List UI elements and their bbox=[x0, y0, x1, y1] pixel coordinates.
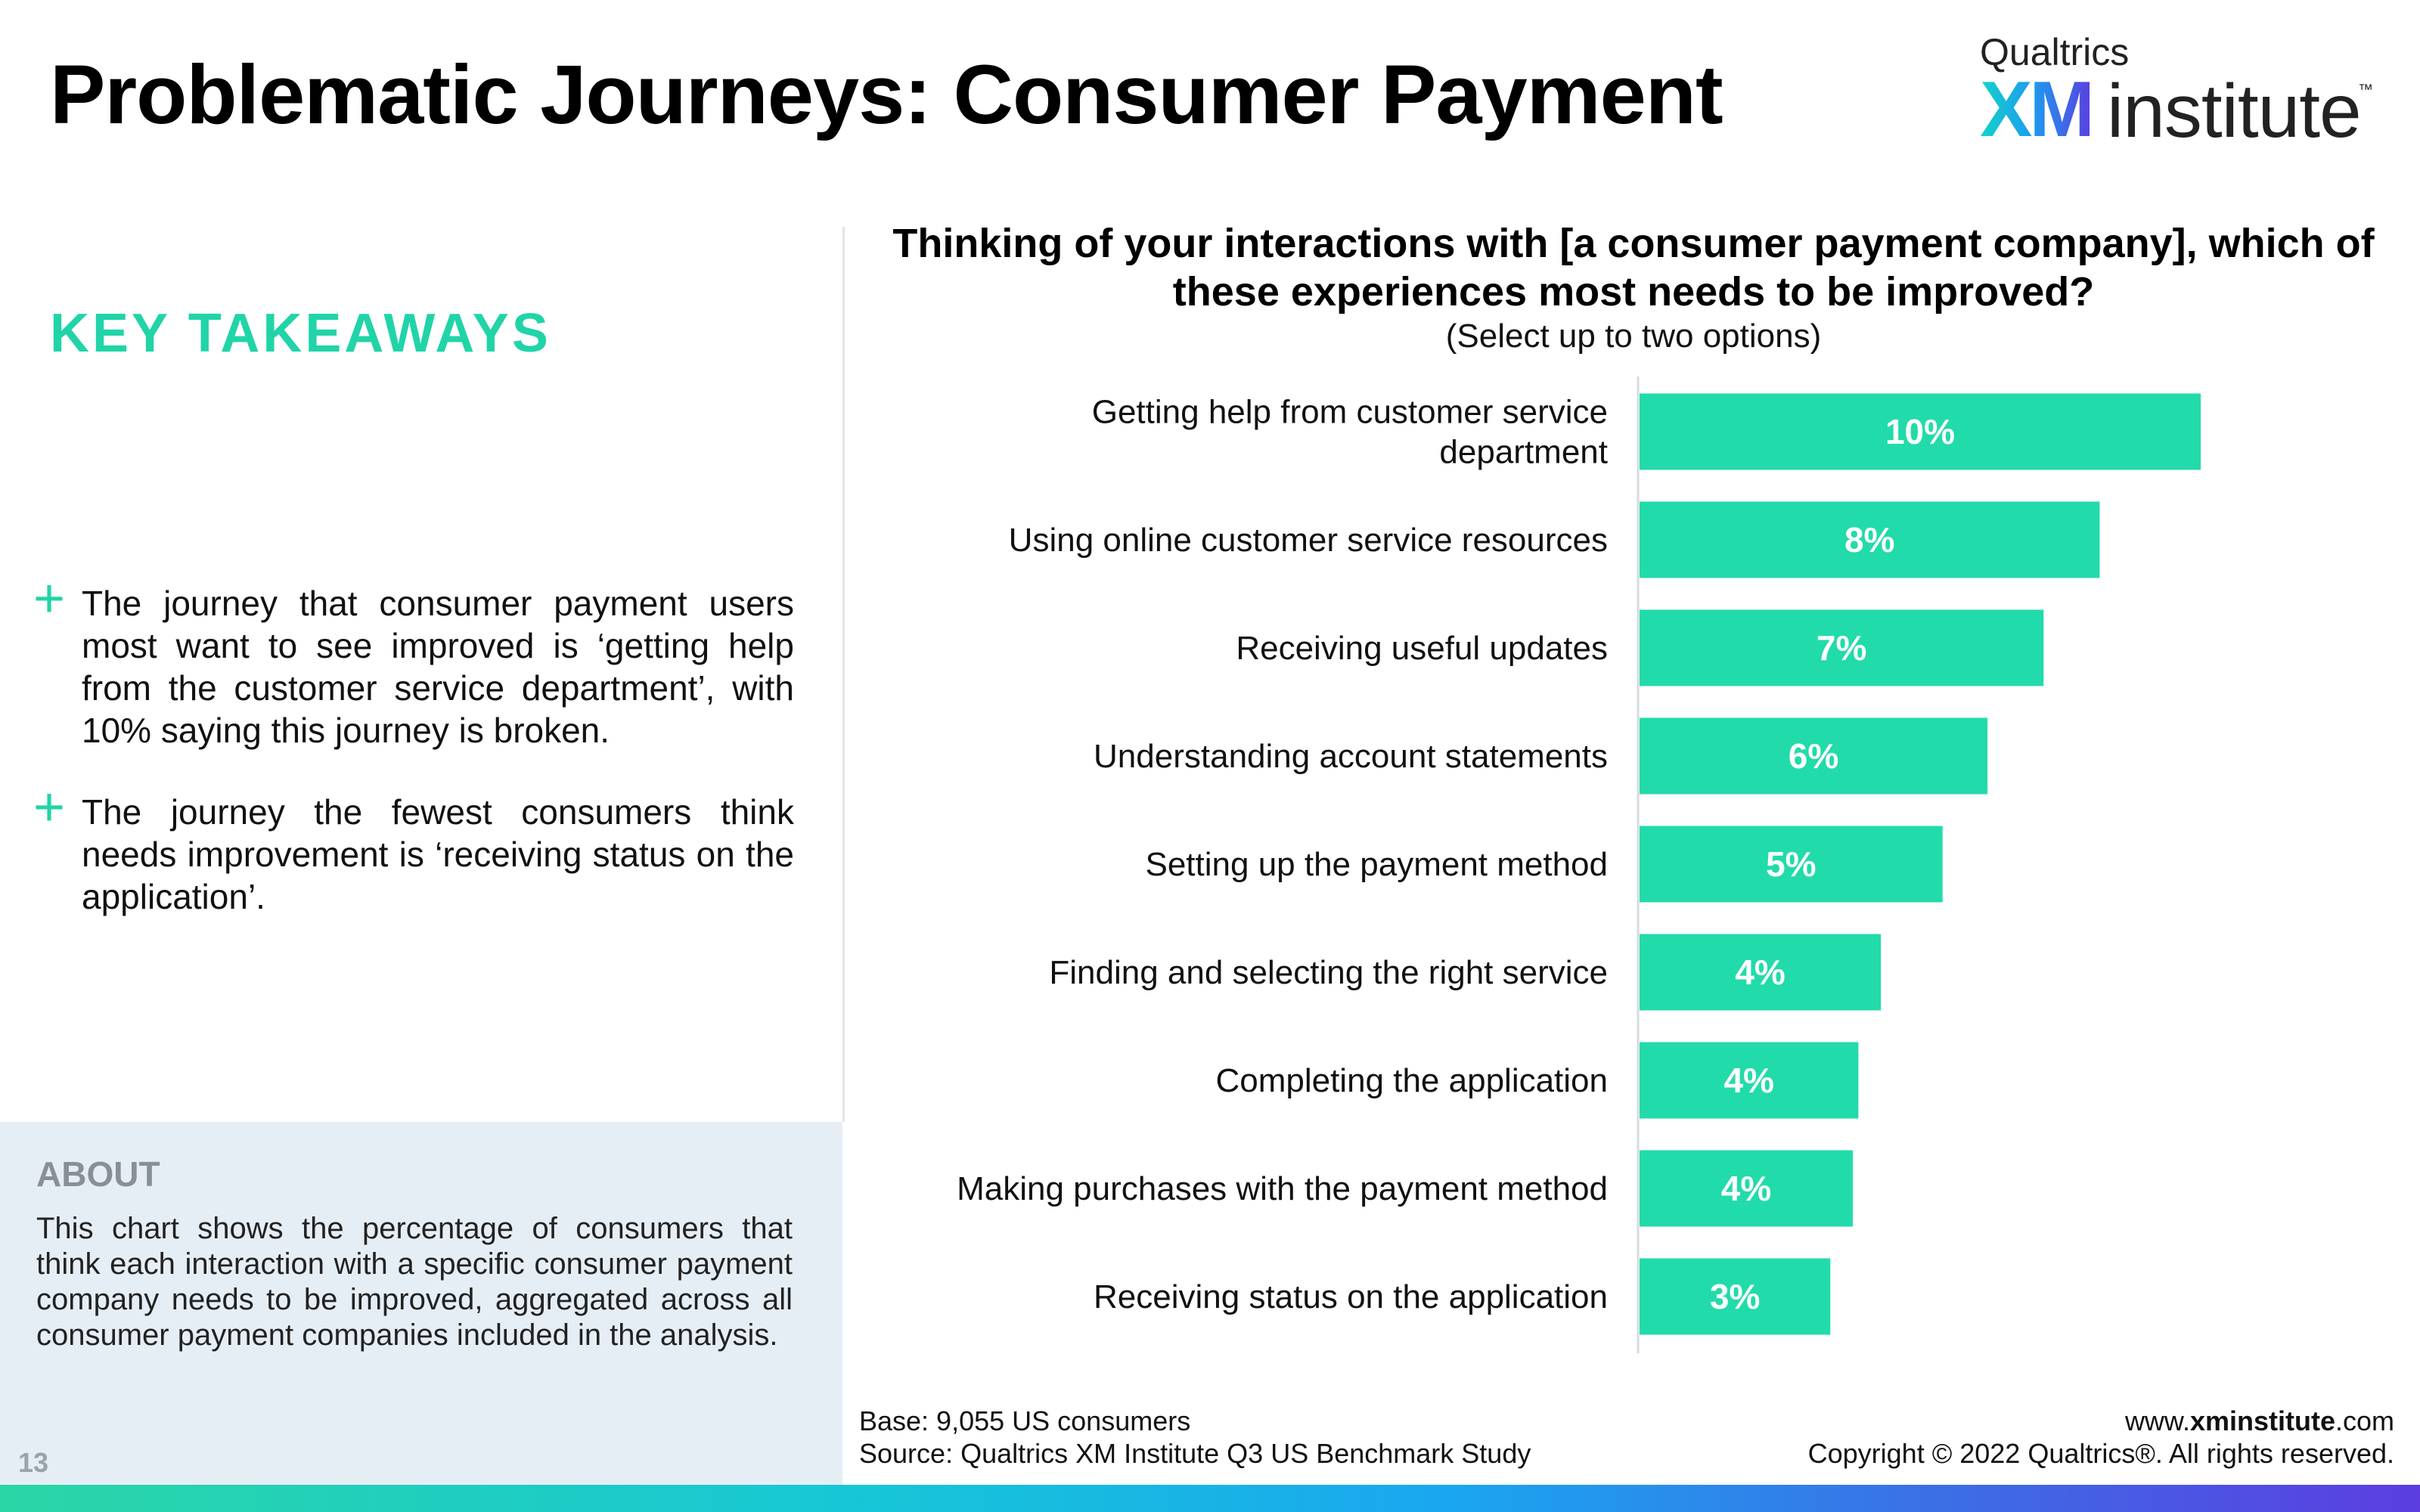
plus-icon: + bbox=[33, 777, 66, 838]
page-title: Problematic Journeys: Consumer Payment bbox=[50, 48, 1723, 141]
data-label: 4% bbox=[1723, 1061, 1773, 1100]
bar-chart: 10% Getting help from customer service dep… bbox=[957, 376, 2201, 1353]
takeaway-item: + The journey the fewest consumers think… bbox=[33, 780, 794, 918]
bar bbox=[1640, 393, 2201, 470]
about-heading: ABOUT bbox=[36, 1154, 160, 1194]
page-number: 13 bbox=[18, 1447, 49, 1478]
takeaway-text: The journey that consumer payment users … bbox=[82, 584, 794, 750]
bar bbox=[1640, 717, 1988, 795]
bar bbox=[1640, 1258, 1831, 1335]
bar bbox=[1640, 934, 1882, 1011]
base-note: Base: 9,055 US consumers Source: Qualtri… bbox=[859, 1405, 1531, 1470]
logo-mark: XM bbox=[1980, 66, 2095, 153]
data-label: 6% bbox=[1789, 736, 1838, 776]
takeaway-text: The journey the fewest consumers think n… bbox=[82, 792, 794, 916]
data-label: 7% bbox=[1817, 628, 1866, 668]
copyright-text: Copyright © 2022 Qualtrics®. All rights … bbox=[1807, 1438, 2394, 1469]
base-text: Base: 9,055 US consumers bbox=[859, 1405, 1191, 1436]
chart-title: Thinking of your interactions with [a co… bbox=[892, 221, 2375, 314]
category-label: Finding and selecting the right service bbox=[1049, 954, 1608, 991]
category-label: Setting up the payment method bbox=[1145, 846, 1608, 883]
data-label: 8% bbox=[1844, 520, 1894, 559]
logo-brand: Qualtrics bbox=[1980, 31, 2130, 73]
logo-word: institute bbox=[2107, 69, 2362, 153]
footer-gradient-bar bbox=[0, 1485, 2420, 1512]
category-label: Understanding account statements bbox=[1094, 738, 1608, 775]
category-label: Completing the application bbox=[1215, 1062, 1608, 1099]
about-panel: ABOUT This chart shows the percentage of… bbox=[0, 1122, 842, 1485]
footer-right: www.xminstitute.com Copyright © 2022 Qua… bbox=[1808, 1405, 2394, 1470]
website-link[interactable]: www.xminstitute.com bbox=[2124, 1405, 2394, 1436]
logo-trademark: ™ bbox=[2358, 82, 2373, 98]
about-text: This chart shows the percentage of consu… bbox=[36, 1212, 793, 1352]
data-label: 3% bbox=[1710, 1277, 1760, 1316]
bar bbox=[1640, 609, 2044, 686]
category-label: Making purchases with the payment method bbox=[957, 1170, 1608, 1207]
vertical-divider bbox=[842, 227, 845, 1122]
bar bbox=[1640, 501, 2100, 578]
xm-institute-logo: Qualtrics XM institute ™ bbox=[1980, 30, 2373, 153]
data-label: 5% bbox=[1766, 844, 1816, 884]
category-label: Getting help from customer service depart… bbox=[1092, 394, 1608, 471]
source-text: Source: Qualtrics XM Institute Q3 US Ben… bbox=[859, 1438, 1531, 1469]
chart-subtitle: (Select up to two options) bbox=[1445, 318, 1822, 355]
category-label: Using online customer service resources bbox=[1009, 522, 1608, 559]
key-takeaways-heading: KEY TAKEAWAYS bbox=[50, 303, 551, 364]
data-label: 4% bbox=[1721, 1169, 1771, 1208]
takeaway-item: + The journey that consumer payment user… bbox=[33, 572, 794, 751]
bar bbox=[1640, 1150, 1853, 1227]
category-label: Receiving status on the application bbox=[1094, 1278, 1608, 1315]
plus-icon: + bbox=[33, 569, 66, 629]
bar bbox=[1640, 1042, 1859, 1119]
category-label: Receiving useful updates bbox=[1236, 630, 1608, 667]
data-label: 10% bbox=[1885, 412, 1955, 451]
data-label: 4% bbox=[1735, 953, 1785, 992]
bar bbox=[1640, 826, 1943, 903]
